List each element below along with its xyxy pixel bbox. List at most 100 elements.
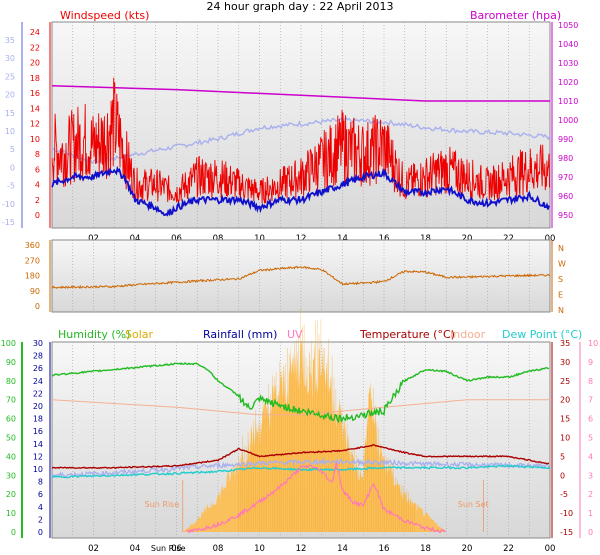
x-tick-label: 02 (88, 234, 99, 244)
temperature-tick: 15 (560, 415, 570, 424)
x-tick-label: 06 (171, 234, 182, 244)
temperature-tick: -5 (560, 490, 568, 499)
compass-tick: E (558, 291, 563, 300)
wind-direction-line (51, 265, 551, 290)
wind-tick: 2 (35, 196, 40, 205)
rainfall-tick: 24 (33, 377, 43, 386)
solar-area (182, 340, 447, 532)
compass-tick: N (558, 244, 564, 253)
baro-tick: 1000 (558, 116, 578, 125)
uv-line (186, 462, 446, 534)
uv-tick: 7 (588, 396, 593, 405)
humidity-tick: 40 (6, 452, 16, 461)
rainfall-tick: 16 (33, 427, 43, 436)
wind-tick: 0 (35, 211, 40, 220)
outer-left-tick: 35 (5, 36, 15, 45)
legend-solar: Solar (125, 328, 154, 341)
rainfall-tick: 28 (33, 352, 43, 361)
wind-tick: 22 (30, 43, 40, 52)
legend-temperature: Temperature (°C) (360, 328, 455, 341)
rainfall-tick: 12 (33, 452, 43, 461)
humidity-tick: 30 (6, 471, 16, 480)
x-tick-label: 16 (379, 234, 390, 244)
compass-tick: S (558, 275, 563, 284)
rainfall-tick: 20 (33, 402, 43, 411)
baro-tick: 960 (558, 192, 573, 201)
baro-tick: 950 (558, 211, 573, 220)
outer-left-tick: 25 (5, 72, 15, 81)
wind-tick: 18 (30, 74, 40, 83)
legend-rainfall: Rainfall (mm) (203, 328, 278, 341)
outer-left-tick: 5 (10, 145, 15, 154)
x-tick-label: 04 (130, 544, 141, 554)
outer-left-tick: 30 (5, 54, 15, 63)
x-tick-label: 12 (296, 234, 307, 244)
direction-tick: 360 (25, 241, 40, 250)
direction-tick: 0 (35, 302, 40, 311)
baro-tick: 1050 (558, 21, 578, 30)
uv-tick: 1 (588, 509, 593, 518)
uv-tick: 9 (588, 358, 593, 367)
humidity-tick: 80 (6, 377, 16, 386)
wind-tick: 14 (30, 104, 40, 113)
x-tick-label: 22 (503, 544, 514, 554)
rainfall-tick: 0 (38, 528, 43, 537)
rainfall-tick: 14 (33, 440, 43, 449)
baro-tick: 980 (558, 154, 573, 163)
legend-dewpoint: Dew Point (°C) (502, 328, 583, 341)
humidity-tick: 50 (6, 434, 16, 443)
wind-tick: 12 (30, 120, 40, 129)
temperature-tick: 0 (560, 471, 565, 480)
humidity-line (51, 362, 550, 424)
x-tick-label: 20 (462, 544, 473, 554)
humidity-tick: 60 (6, 415, 16, 424)
sunrise-label: Sun Rise (145, 500, 180, 509)
x-tick-label: 18 (420, 544, 431, 554)
uv-tick: 5 (588, 434, 593, 443)
x-tick-label: 14 (337, 544, 348, 554)
outer-left-tick: -5 (7, 182, 15, 191)
wind-tick: 16 (30, 89, 40, 98)
x-tick-label: 22 (503, 234, 514, 244)
humidity-tick: 70 (6, 396, 16, 405)
rainfall-tick: 30 (33, 339, 43, 348)
rainfall-tick: 4 (38, 503, 43, 512)
x-tick-label: 10 (254, 234, 265, 244)
rainfall-tick: 10 (33, 465, 43, 474)
wind-panel: 02 04 06 08 10 12 14 16 18 20 22 0035302520151050-5… (2, 21, 578, 244)
legend-uv: UV (287, 328, 303, 341)
baro-tick: 1030 (558, 59, 578, 68)
temperature-panel: 02 04 06 08 10 12 14 16 18 20 22 001009080706050403… (1, 308, 598, 554)
outer-left-tick: 10 (5, 127, 15, 136)
x-tick-label: 00 (545, 234, 556, 244)
outer-left-tick: -10 (2, 200, 15, 209)
x-tick-label: 12 (296, 544, 307, 554)
uv-tick: 6 (588, 415, 593, 424)
x-tick-label: 02 (88, 544, 99, 554)
wind-tick: 20 (30, 59, 40, 68)
x-tick-label: 18 (420, 234, 431, 244)
legend-barometer: Barometer (hpa) (470, 9, 562, 22)
compass-tick: N (558, 306, 564, 315)
x-tick-label: 08 (213, 544, 224, 554)
temperature-tick: 10 (560, 434, 570, 443)
uv-tick: 8 (588, 377, 593, 386)
rainfall-tick: 8 (38, 478, 43, 487)
baro-tick: 990 (558, 135, 573, 144)
outer-left-tick: 0 (10, 163, 15, 172)
outer-left-tick: -15 (2, 218, 15, 227)
humidity-tick: 90 (6, 358, 16, 367)
humidity-tick: 0 (11, 528, 16, 537)
uv-tick: 10 (588, 339, 598, 348)
humidity-tick: 100 (1, 339, 16, 348)
uv-tick: 2 (588, 490, 593, 499)
x-tick-label: 08 (213, 234, 224, 244)
wind-tick: 4 (35, 181, 40, 190)
wind-tick: 6 (35, 165, 40, 174)
x-tick-label: 04 (130, 234, 141, 244)
uv-tick: 3 (588, 471, 593, 480)
direction-tick: 180 (25, 272, 40, 281)
